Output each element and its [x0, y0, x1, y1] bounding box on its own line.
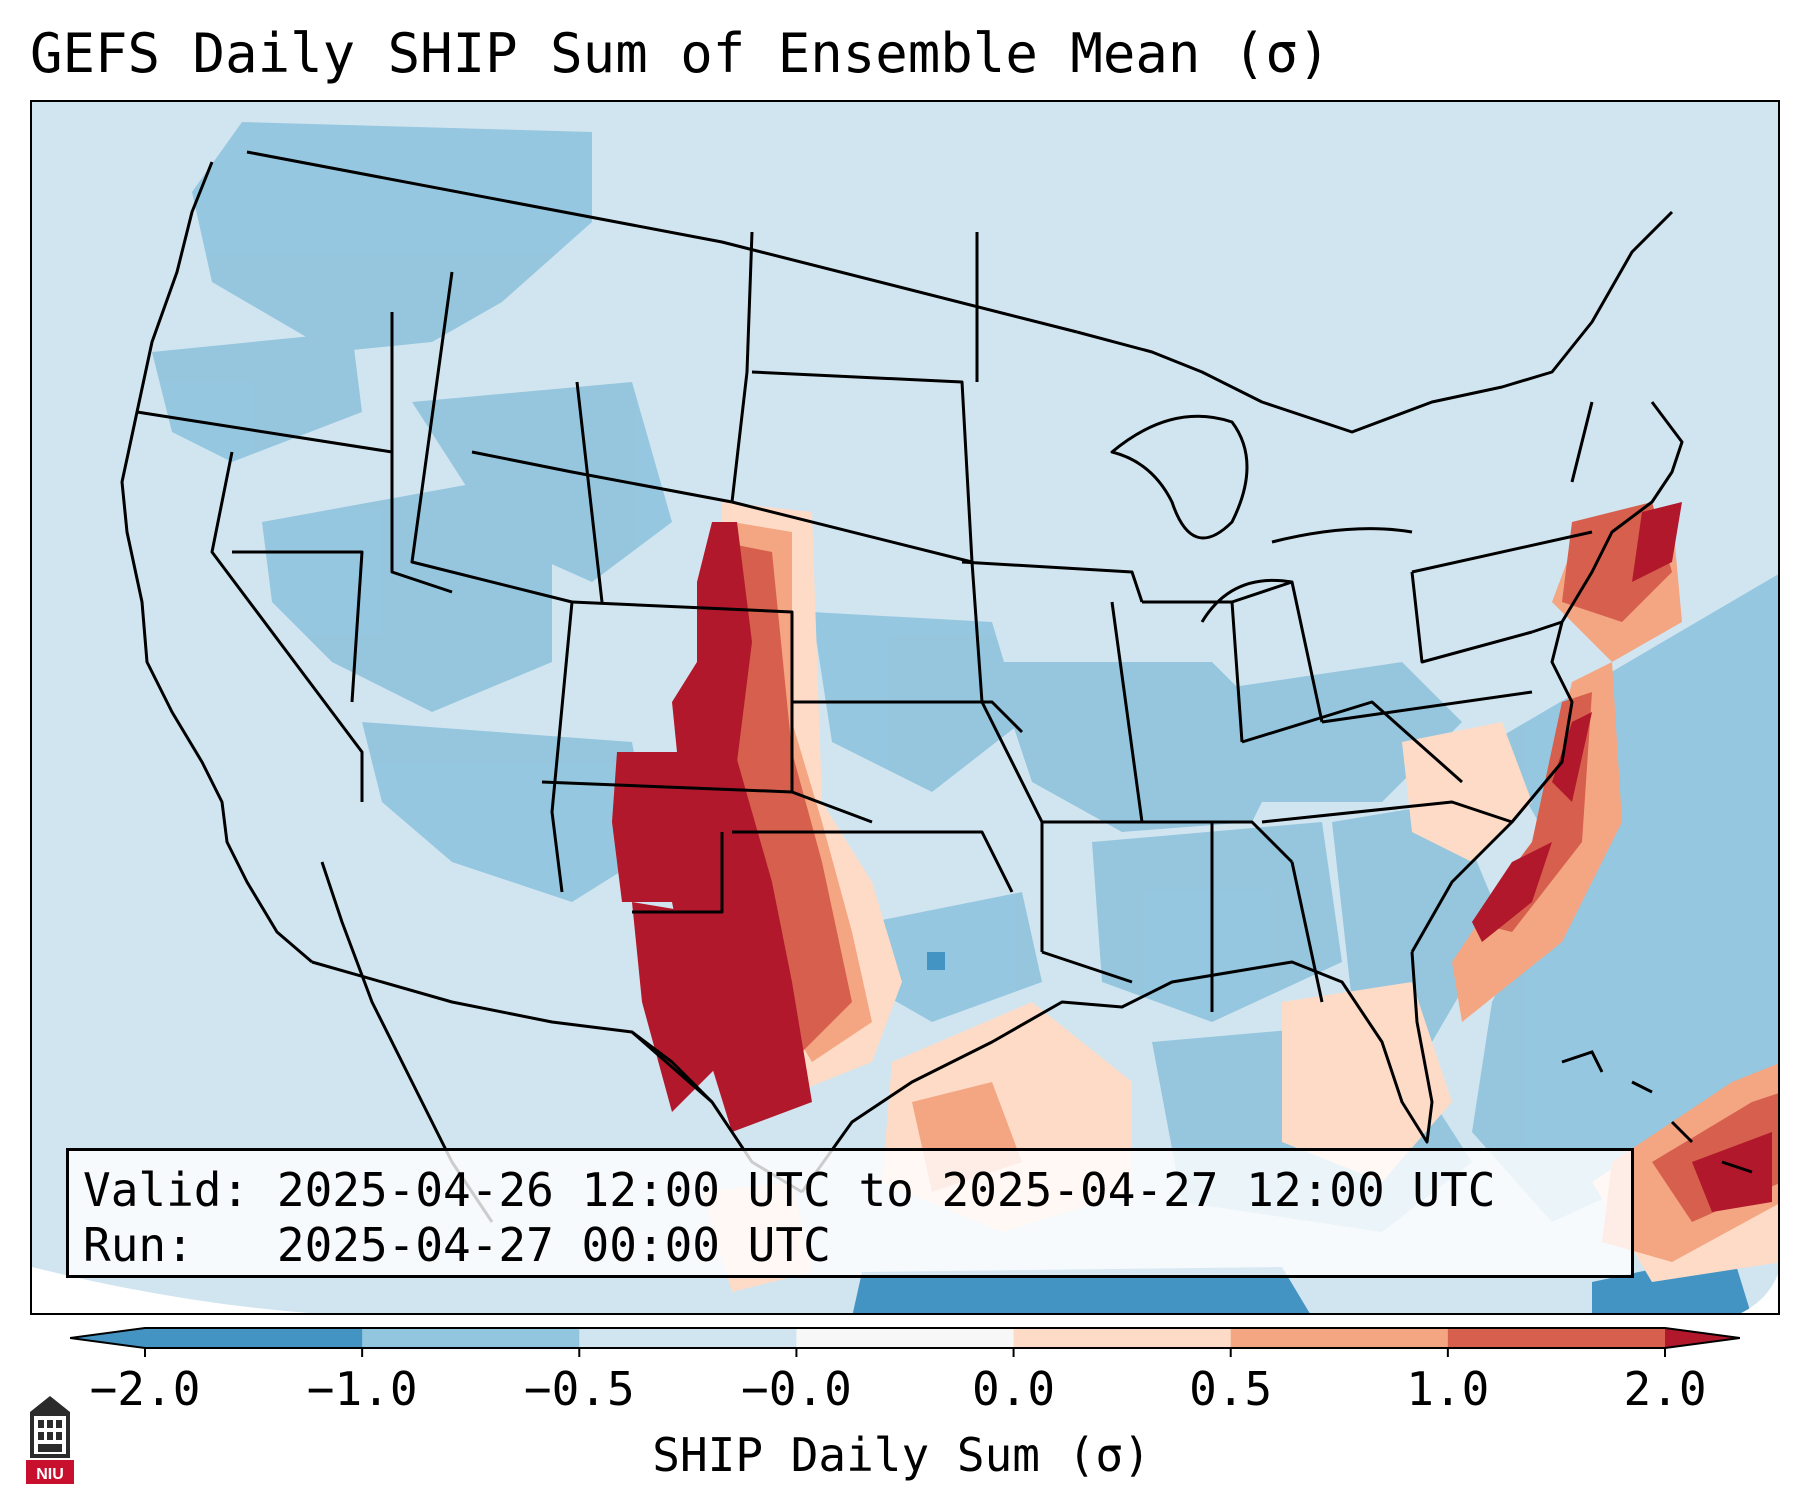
colorbar-extend-low — [70, 1328, 145, 1348]
colorbar-bin — [1013, 1328, 1232, 1348]
colorbar-bin — [1230, 1328, 1449, 1348]
colorbar-tick-label: 0.5 — [1189, 1362, 1273, 1416]
colorbar-extend-high — [1665, 1328, 1740, 1348]
valid-label: Valid: — [83, 1163, 250, 1217]
colorbar-tick-label: −1.0 — [306, 1362, 418, 1416]
anomaly-field-very-strong-positive — [612, 502, 1772, 1212]
colorbar-bin — [1447, 1328, 1666, 1348]
ship-anomaly-map — [32, 122, 1778, 1313]
colorbar-tick-label: −0.5 — [523, 1362, 635, 1416]
colorbar-bin — [145, 1328, 363, 1348]
geographic-boundaries — [120, 150, 1684, 1223]
caribbean-islands — [1561, 1050, 1753, 1174]
colorbar-tick-label: 1.0 — [1406, 1362, 1490, 1416]
niu-logo-icon: NIU — [26, 1396, 74, 1484]
domain-edge — [32, 1267, 309, 1313]
run-time: 2025-04-27 00:00 UTC — [276, 1218, 831, 1272]
colorbar-tick-label: 2.0 — [1623, 1362, 1707, 1416]
run-label: Run: — [83, 1218, 194, 1272]
logo-text: NIU — [36, 1466, 64, 1483]
colorbar-tick-label: 0.0 — [972, 1362, 1056, 1416]
colorbar-tick-label: −0.0 — [741, 1362, 852, 1416]
colorbar-bin — [796, 1328, 1015, 1348]
colorbar — [70, 1327, 1740, 1357]
colorbar-bin — [579, 1328, 797, 1348]
domain-edge-right — [1741, 1273, 1778, 1313]
map-title: GEFS Daily SHIP Sum of Ensemble Mean (σ) — [30, 22, 1331, 85]
colorbar-tick-label: −2.0 — [89, 1362, 201, 1416]
anomaly-field-weak-negative — [152, 122, 1778, 1232]
colorbar-label: SHIP Daily Sum (σ) — [652, 1428, 1151, 1482]
colorbar-bin — [362, 1328, 580, 1348]
valid-range: 2025-04-26 12:00 UTC to 2025-04-27 12:00… — [276, 1163, 1496, 1217]
map-panel — [30, 100, 1780, 1315]
valid-time-box: Valid: 2025-04-26 12:00 UTC to 2025-04-2… — [66, 1148, 1634, 1278]
